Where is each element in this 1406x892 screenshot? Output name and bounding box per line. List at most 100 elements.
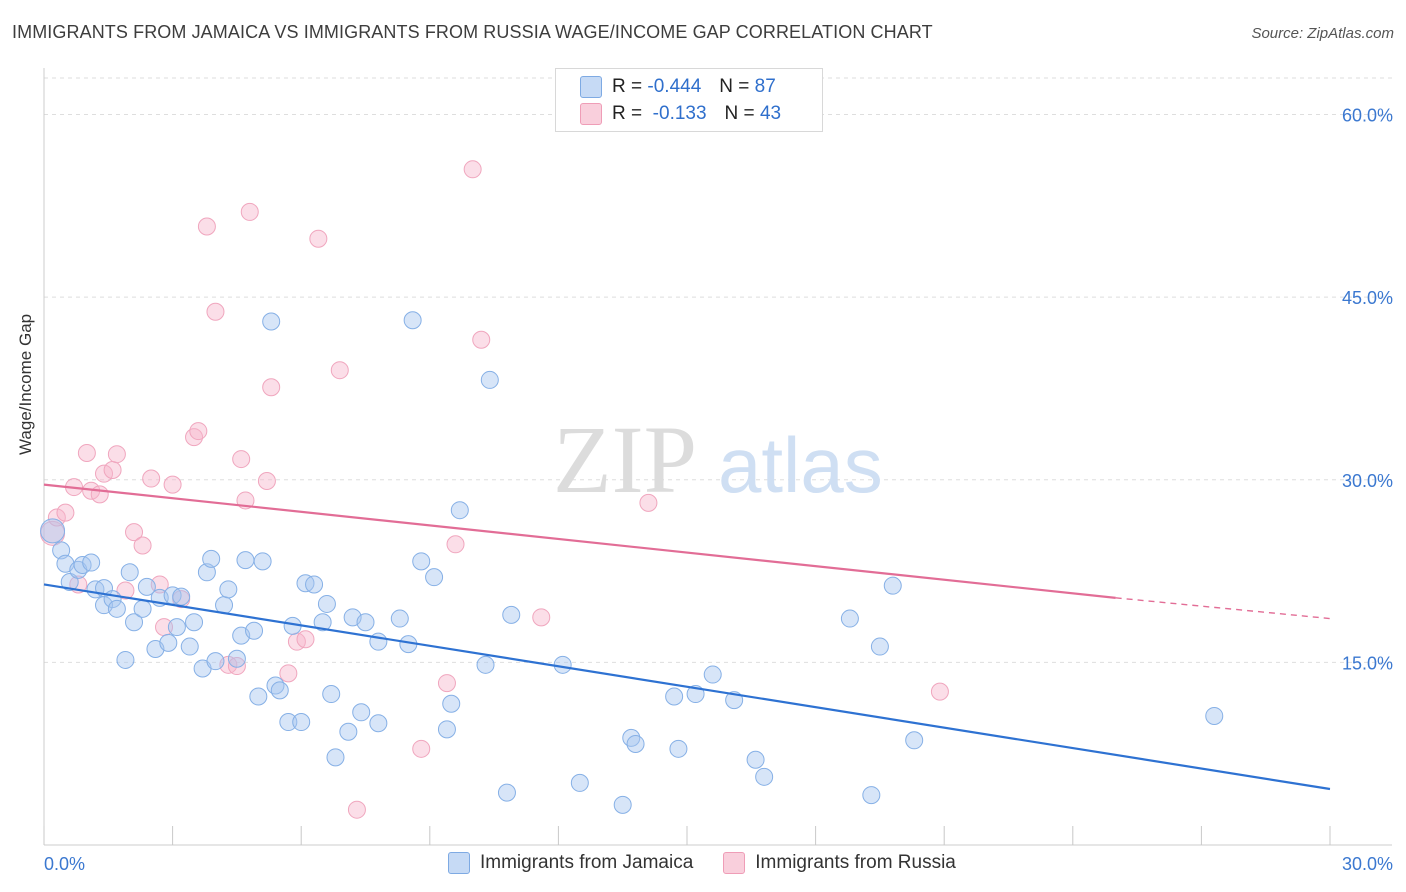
jamaica-point — [476, 655, 495, 674]
russia-point — [142, 469, 161, 488]
jamaica-point — [665, 687, 684, 706]
russia-point — [189, 422, 208, 441]
n-label: N = — [724, 103, 755, 124]
russia-point — [56, 503, 75, 522]
jamaica-point — [369, 714, 388, 733]
russia-point — [930, 682, 949, 701]
jamaica-point — [746, 750, 765, 769]
y-tick-label: 15.0% — [1342, 653, 1393, 673]
y-tick-label: 60.0% — [1342, 106, 1393, 126]
y-axis-label: Wage/Income Gap — [16, 313, 35, 455]
legend-item-jamaica[interactable]: Immigrants from Jamaica — [448, 852, 693, 874]
n-label: N = — [719, 76, 750, 97]
jamaica-point — [570, 773, 589, 792]
trend-lines — [43, 483, 1331, 791]
jamaica-point — [412, 552, 431, 571]
jamaica-point — [180, 637, 199, 656]
jamaica-point — [116, 650, 135, 669]
jamaica-point — [172, 587, 191, 606]
russia-point — [103, 461, 122, 480]
jamaica-point — [253, 552, 272, 571]
russia-point — [90, 485, 109, 504]
watermark-atlas: atlas — [718, 421, 883, 509]
watermark: ZIP atlas — [553, 406, 883, 513]
jamaica-trend-line — [43, 583, 1331, 791]
russia-point — [639, 493, 658, 512]
russia-point — [116, 581, 135, 600]
jamaica-point — [502, 605, 521, 624]
russia-point — [279, 664, 298, 683]
russia-trend-extension — [1115, 597, 1331, 620]
russia-point — [412, 739, 431, 758]
jamaica-point — [390, 609, 409, 628]
x-tick-label: 30.0% — [1342, 854, 1393, 874]
russia-point — [472, 330, 491, 349]
jamaica-point — [669, 739, 688, 758]
russia-point — [257, 471, 276, 490]
jamaica-point — [870, 637, 889, 656]
jamaica-point — [322, 685, 341, 704]
jamaica-point — [120, 563, 139, 582]
russia-point — [197, 217, 216, 236]
jamaica-point — [133, 599, 152, 618]
jamaica-point — [497, 783, 516, 802]
source-label: Source: ZipAtlas.com — [1251, 25, 1394, 42]
jamaica-point — [52, 541, 71, 560]
jamaica-point — [613, 795, 632, 814]
russia-point — [309, 229, 328, 248]
legend-item-russia[interactable]: Immigrants from Russia — [723, 852, 956, 874]
jamaica-point — [480, 370, 499, 389]
jamaica-n-value: 87 — [754, 76, 776, 97]
legend-label-jamaica: Immigrants from Jamaica — [480, 852, 694, 873]
jamaica-point — [159, 633, 178, 652]
russia-point — [133, 536, 152, 555]
chart-title: IMMIGRANTS FROM JAMAICA VS IMMIGRANTS FR… — [12, 22, 933, 42]
jamaica-point — [553, 655, 572, 674]
jamaica-point — [755, 767, 774, 786]
jamaica-point — [137, 577, 156, 596]
russia-point — [240, 202, 259, 221]
jamaica-r-value: -0.444 — [647, 76, 702, 97]
jamaica-point — [262, 312, 281, 331]
r-label: R = — [612, 76, 643, 97]
jamaica-point — [292, 713, 311, 732]
jamaica-point — [125, 613, 144, 632]
russia-point — [95, 464, 114, 483]
jamaica-point — [352, 703, 371, 722]
russia-point — [446, 535, 465, 554]
jamaica-swatch — [580, 76, 602, 98]
jamaica-point — [206, 652, 225, 671]
russia-point — [77, 443, 96, 462]
jamaica-point — [245, 621, 264, 640]
russia-point — [296, 630, 315, 649]
russia-swatch — [580, 103, 602, 125]
jamaica-point — [305, 575, 324, 594]
jamaica-point — [840, 609, 859, 628]
jamaica-point — [450, 501, 469, 520]
russia-point — [262, 378, 281, 397]
r-label: R = — [612, 103, 643, 124]
jamaica-point — [185, 613, 204, 632]
y-tick-label: 45.0% — [1342, 288, 1393, 308]
russia-point — [232, 450, 251, 469]
jamaica-point — [227, 649, 246, 668]
russia-trend-line — [43, 483, 1116, 599]
jamaica-point — [403, 311, 422, 330]
russia-r-value: -0.133 — [652, 103, 707, 124]
tick-labels: 15.0% 30.0% 45.0% 60.0% 0.0% 30.0% — [44, 106, 1393, 874]
watermark-zip: ZIP — [553, 406, 697, 513]
jamaica-point — [40, 518, 66, 544]
russia-point — [163, 475, 182, 494]
jamaica-point — [197, 563, 216, 582]
jamaica-point — [236, 551, 255, 570]
jamaica-point — [60, 573, 79, 592]
jamaica-point — [202, 549, 221, 568]
jamaica-point — [279, 713, 298, 732]
russia-point — [227, 657, 246, 676]
jamaica-point — [905, 731, 924, 750]
jamaica-point — [626, 734, 645, 753]
russia-point — [347, 800, 366, 819]
russia-point — [125, 523, 144, 542]
data-points — [40, 160, 1224, 819]
